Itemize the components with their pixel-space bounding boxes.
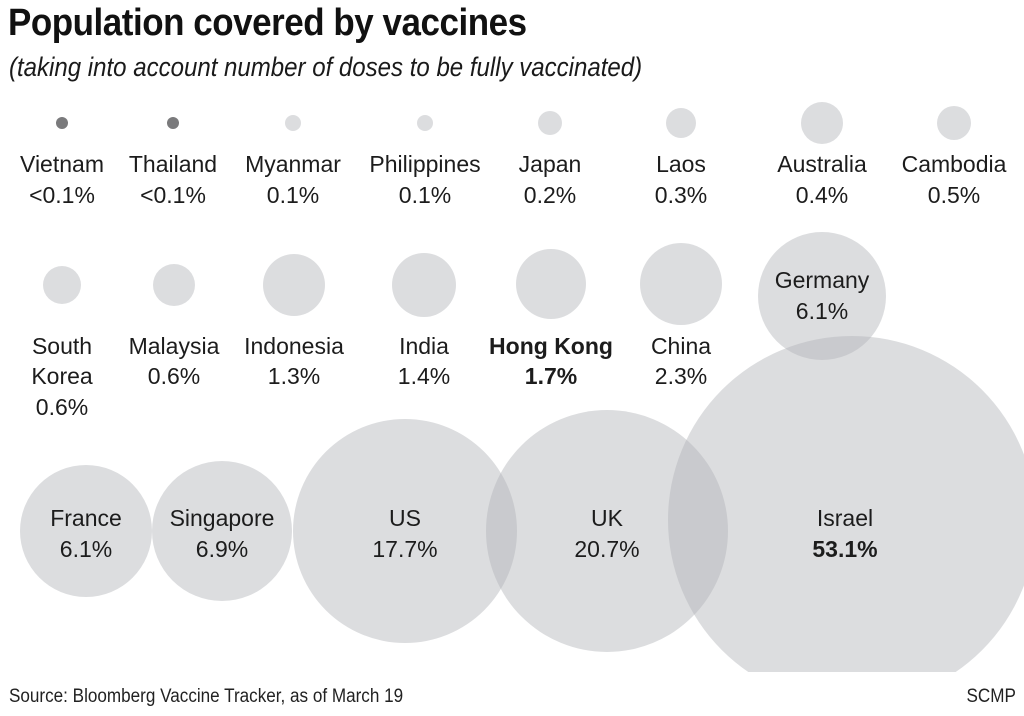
label-philippines-value: 0.1% (399, 182, 451, 208)
bubble-philippines (417, 115, 433, 131)
label-thailand-name: Thailand (129, 151, 217, 177)
bubble-vietnam (56, 117, 68, 129)
bubble-japan (538, 111, 562, 135)
label-israel-value: 53.1% (812, 536, 877, 562)
label-singapore-value: 6.9% (196, 536, 248, 562)
label-india-value: 1.4% (398, 363, 450, 389)
label-thailand-value: <0.1% (140, 182, 206, 208)
label-myanmar-value: 0.1% (267, 182, 319, 208)
label-myanmar-name: Myanmar (245, 151, 341, 177)
bubble-south-korea (43, 266, 81, 304)
label-indonesia-name: Indonesia (244, 333, 344, 359)
label-malaysia-value: 0.6% (148, 363, 200, 389)
bubble-china (640, 243, 722, 325)
label-laos-name: Laos (656, 151, 706, 177)
label-south-korea-value: 0.6% (36, 394, 88, 420)
bubble-malaysia (153, 264, 195, 306)
bubble-us (293, 419, 517, 643)
label-australia-name: Australia (777, 151, 867, 177)
label-cambodia-name: Cambodia (902, 151, 1007, 177)
label-philippines-name: Philippines (369, 151, 480, 177)
bubble-germany (758, 232, 886, 360)
bubble-hong-kong (516, 249, 586, 319)
label-uk-value: 20.7% (574, 536, 639, 562)
label-vietnam-name: Vietnam (20, 151, 104, 177)
bubble-india (392, 253, 456, 317)
bubble-uk (486, 410, 728, 652)
bubble-indonesia (263, 254, 325, 316)
label-india-name: India (399, 333, 449, 359)
label-hong-kong-name: Hong Kong (489, 333, 613, 359)
publisher-credit: SCMP (966, 686, 1016, 707)
bubble-france (20, 465, 152, 597)
bubble-laos (666, 108, 696, 138)
label-laos-value: 0.3% (655, 182, 707, 208)
bubble-cambodia (937, 106, 971, 140)
label-china-name: China (651, 333, 711, 359)
label-singapore-name: Singapore (170, 505, 275, 531)
label-germany-value: 6.1% (796, 298, 848, 324)
label-us-value: 17.7% (372, 536, 437, 562)
bubble-thailand (167, 117, 179, 129)
source-note: Source: Bloomberg Vaccine Tracker, as of… (9, 686, 404, 707)
label-cambodia-value: 0.5% (928, 182, 980, 208)
label-israel-name: Israel (817, 505, 873, 531)
label-china-value: 2.3% (655, 363, 707, 389)
label-japan-value: 0.2% (524, 182, 576, 208)
bubble-myanmar (285, 115, 301, 131)
label-vietnam-value: <0.1% (29, 182, 95, 208)
label-south-korea-name-1: South (32, 333, 92, 359)
label-south-korea-name-2: Korea (31, 363, 93, 389)
label-germany-name: Germany (775, 267, 870, 293)
label-us-name: US (389, 505, 421, 531)
label-australia-value: 0.4% (796, 182, 848, 208)
bubble-australia (801, 102, 843, 144)
label-malaysia-name: Malaysia (129, 333, 220, 359)
chart-subtitle: (taking into account number of doses to … (9, 52, 643, 82)
bubble-israel (668, 336, 1024, 672)
label-indonesia-value: 1.3% (268, 363, 320, 389)
label-hong-kong-value: 1.7% (525, 363, 577, 389)
label-japan-name: Japan (519, 151, 582, 177)
label-france-value: 6.1% (60, 536, 112, 562)
bubble-singapore (152, 461, 292, 601)
chart-title: Population covered by vaccines (8, 2, 527, 44)
label-france-name: France (50, 505, 122, 531)
label-uk-name: UK (591, 505, 624, 531)
